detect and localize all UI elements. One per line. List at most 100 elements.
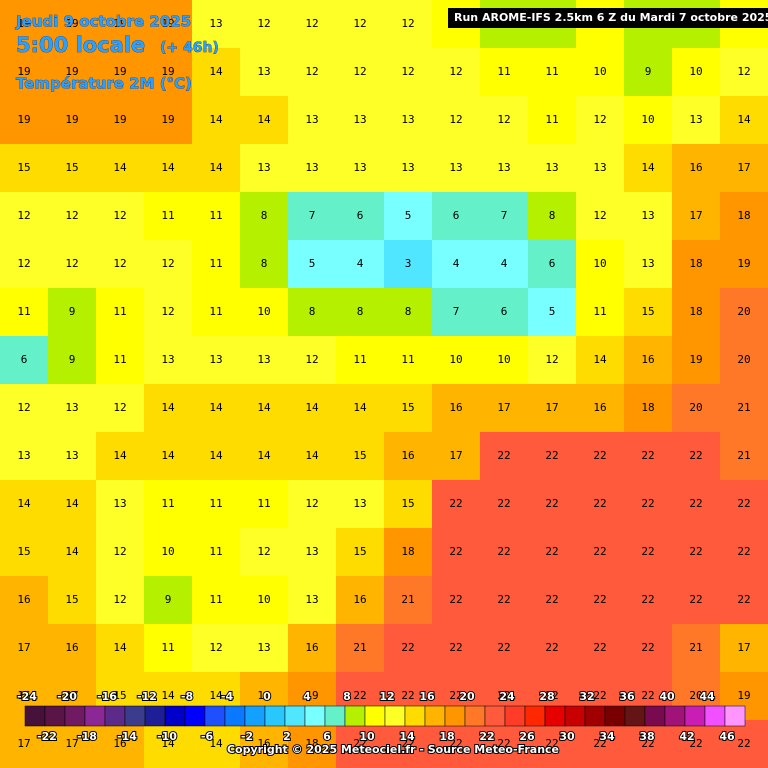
legend-label: 12 <box>379 690 394 703</box>
temp-cell <box>0 48 48 96</box>
legend-label: 18 <box>439 730 454 743</box>
temp-cell <box>288 240 336 288</box>
temp-value: 6 <box>501 305 508 318</box>
temp-value: 22 <box>497 689 510 702</box>
temp-cell <box>672 720 720 768</box>
temp-value: 11 <box>545 65 558 78</box>
temp-cell <box>528 384 576 432</box>
temp-value: 16 <box>641 353 654 366</box>
temp-cell <box>48 144 96 192</box>
temp-value: 13 <box>305 113 318 126</box>
temp-cell <box>48 96 96 144</box>
temp-cell <box>720 192 768 240</box>
temp-value: 6 <box>357 209 364 222</box>
legend-swatch <box>104 705 126 727</box>
temp-cell <box>720 480 768 528</box>
temp-value: 13 <box>257 161 270 174</box>
legend-label: -24 <box>17 690 37 703</box>
legend-label: -4 <box>221 690 234 703</box>
temp-value: 14 <box>305 401 319 414</box>
temp-value: 14 <box>113 641 127 654</box>
temp-cell <box>384 384 432 432</box>
legend-label: 16 <box>419 690 435 703</box>
temp-cell <box>384 432 432 480</box>
temp-cell <box>480 432 528 480</box>
temp-cell <box>576 384 624 432</box>
legend-swatch <box>344 705 366 727</box>
temp-value: 17 <box>497 401 510 414</box>
temp-value: 14 <box>209 113 223 126</box>
temp-value: 12 <box>257 17 270 30</box>
temp-cell <box>672 336 720 384</box>
temp-cell <box>672 432 720 480</box>
temp-value: 14 <box>257 449 271 462</box>
temp-value: 17 <box>689 209 702 222</box>
run-info: Run AROME-IFS 2.5km 6 Z du Mardi 7 octob… <box>454 11 768 24</box>
temp-cell <box>576 192 624 240</box>
temp-value: 15 <box>353 449 366 462</box>
temp-value: 22 <box>353 689 366 702</box>
temp-cell <box>624 144 672 192</box>
temp-value: 19 <box>113 65 126 78</box>
legend-label: -6 <box>201 730 214 743</box>
temp-value: 22 <box>401 689 414 702</box>
temp-cell <box>192 528 240 576</box>
temp-cell <box>528 240 576 288</box>
temp-value: 22 <box>449 689 462 702</box>
temp-value: 10 <box>257 593 270 606</box>
temp-cell <box>0 336 48 384</box>
temp-value: 22 <box>689 737 702 750</box>
legend-label: 0 <box>263 690 271 703</box>
temp-cell <box>576 336 624 384</box>
temp-value: 16 <box>257 689 270 702</box>
legend-swatch <box>224 705 246 727</box>
temp-value: 4 <box>357 257 364 270</box>
temp-value: 16 <box>257 737 270 750</box>
temp-value: 19 <box>17 17 30 30</box>
temp-cell <box>336 0 384 48</box>
temp-cell <box>624 528 672 576</box>
temp-value: 12 <box>113 401 126 414</box>
temp-cell <box>432 480 480 528</box>
temp-value: 8 <box>261 257 268 270</box>
temp-value: 22 <box>641 737 654 750</box>
temp-cell <box>384 624 432 672</box>
temp-cell <box>720 96 768 144</box>
temp-cell <box>576 480 624 528</box>
temp-value: 22 <box>449 497 462 510</box>
legend-label: 2 <box>283 730 291 743</box>
legend-swatch <box>84 705 106 727</box>
temp-cell <box>576 96 624 144</box>
temp-value: 8 <box>549 209 556 222</box>
temp-value: 11 <box>209 209 222 222</box>
temp-cell <box>480 48 528 96</box>
temp-value: 10 <box>161 545 174 558</box>
temp-value: 21 <box>737 401 750 414</box>
temp-value: 19 <box>689 353 702 366</box>
temp-cell <box>432 240 480 288</box>
temp-value: 16 <box>113 737 126 750</box>
temp-value: 5 <box>405 209 412 222</box>
temp-value: 16 <box>65 641 78 654</box>
temp-value: 22 <box>641 689 654 702</box>
temp-cell <box>672 192 720 240</box>
temp-value: 14 <box>17 497 31 510</box>
temp-cell <box>528 48 576 96</box>
temp-value: 9 <box>165 593 172 606</box>
temp-value: 11 <box>257 497 270 510</box>
temp-cell <box>0 528 48 576</box>
temp-value: 11 <box>497 65 510 78</box>
temp-cell <box>672 48 720 96</box>
temp-cell <box>336 144 384 192</box>
legend-swatch <box>284 705 306 727</box>
temp-cell <box>48 576 96 624</box>
legend-label: -12 <box>137 690 157 703</box>
temp-value: 22 <box>497 545 510 558</box>
temp-cell <box>528 192 576 240</box>
temp-value: 13 <box>449 161 462 174</box>
temp-value: 22 <box>689 449 702 462</box>
temp-value: 12 <box>17 401 30 414</box>
legend-swatch <box>124 705 146 727</box>
temp-cell <box>48 0 96 48</box>
